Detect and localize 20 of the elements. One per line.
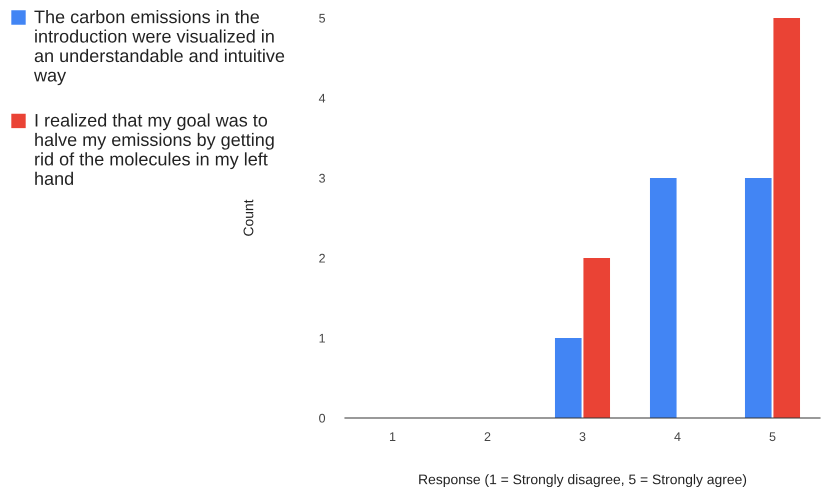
legend-label: The carbon emissions in the introduction were visualized in an understandable and intuitive way <box>34 10 284 86</box>
x-axis-title: Response (1 = Strongly disagree, 5 = Strongly agree) <box>419 474 746 488</box>
y-tick-label: 0 <box>319 414 326 423</box>
bar <box>583 258 610 418</box>
x-tick-label: 3 <box>580 432 586 442</box>
y-tick-label: 5 <box>319 14 326 23</box>
bar <box>554 338 582 418</box>
y-tick-label: 3 <box>319 174 326 183</box>
x-tick-label: 5 <box>770 432 776 442</box>
bar <box>773 18 800 418</box>
x-tick-label: 1 <box>390 432 396 441</box>
legend-label: I realized that my goal was to halve my emissions by getting rid of the molecules in my left hand <box>35 113 274 186</box>
y-tick-label: 4 <box>318 94 326 103</box>
bar <box>744 178 772 418</box>
y-tick-label: 2 <box>319 254 325 263</box>
bar <box>650 178 677 418</box>
y-axis-title: Count <box>244 200 254 236</box>
y-tick-label: 1 <box>320 334 325 343</box>
x-tick-label: 2 <box>484 432 490 441</box>
x-tick-label: 4 <box>674 432 681 441</box>
